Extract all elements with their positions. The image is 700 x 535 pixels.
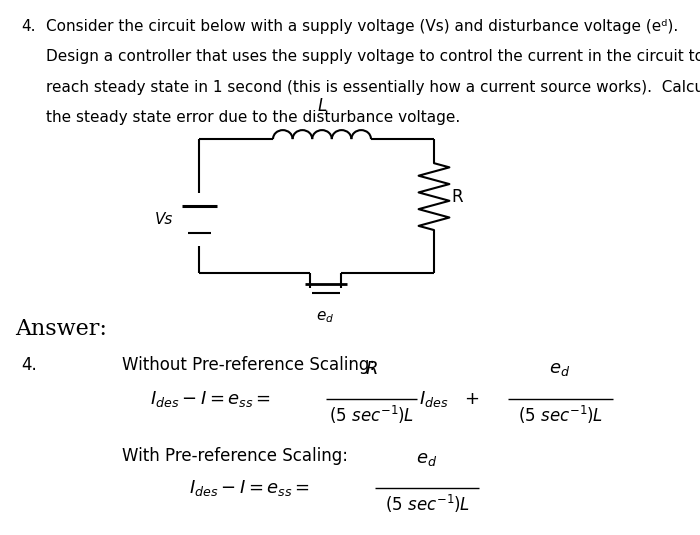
Text: $R$: $R$ <box>365 360 377 378</box>
Text: 4.: 4. <box>21 356 36 374</box>
Text: $I_{des} - I = e_{ss} =$: $I_{des} - I = e_{ss} =$ <box>189 478 310 498</box>
Text: $e_d$: $e_d$ <box>416 449 438 468</box>
Text: Design a controller that uses the supply voltage to control the current in the c: Design a controller that uses the supply… <box>46 49 700 64</box>
Text: $I_{des} - I = e_{ss} =$: $I_{des} - I = e_{ss} =$ <box>150 388 272 409</box>
Text: Without Pre-reference Scaling:: Without Pre-reference Scaling: <box>122 356 376 374</box>
Text: 4.: 4. <box>21 19 36 34</box>
Text: $e_d$: $e_d$ <box>550 360 570 378</box>
Text: $+$: $+$ <box>464 389 480 408</box>
Text: $(5\ \mathit{sec}^{-1})L$: $(5\ \mathit{sec}^{-1})L$ <box>518 404 602 426</box>
Text: Consider the circuit below with a supply voltage (Vs) and disturbance voltage (e: Consider the circuit below with a supply… <box>46 19 678 34</box>
Text: With Pre-reference Scaling:: With Pre-reference Scaling: <box>122 447 349 465</box>
Text: R: R <box>452 188 463 205</box>
Text: $I_{des}$: $I_{des}$ <box>419 388 449 409</box>
Text: $e_d$: $e_d$ <box>316 309 335 325</box>
Text: the steady state error due to the disturbance voltage.: the steady state error due to the distur… <box>46 110 460 125</box>
Text: Answer:: Answer: <box>15 318 107 340</box>
Text: $(5\ \mathit{sec}^{-1})L$: $(5\ \mathit{sec}^{-1})L$ <box>385 493 469 515</box>
Text: reach steady state in 1 second (this is essentially how a current source works).: reach steady state in 1 second (this is … <box>46 80 700 95</box>
Text: L: L <box>317 97 327 115</box>
Text: $(5\ \mathit{sec}^{-1})L$: $(5\ \mathit{sec}^{-1})L$ <box>329 404 413 426</box>
Text: Vs: Vs <box>155 212 173 227</box>
